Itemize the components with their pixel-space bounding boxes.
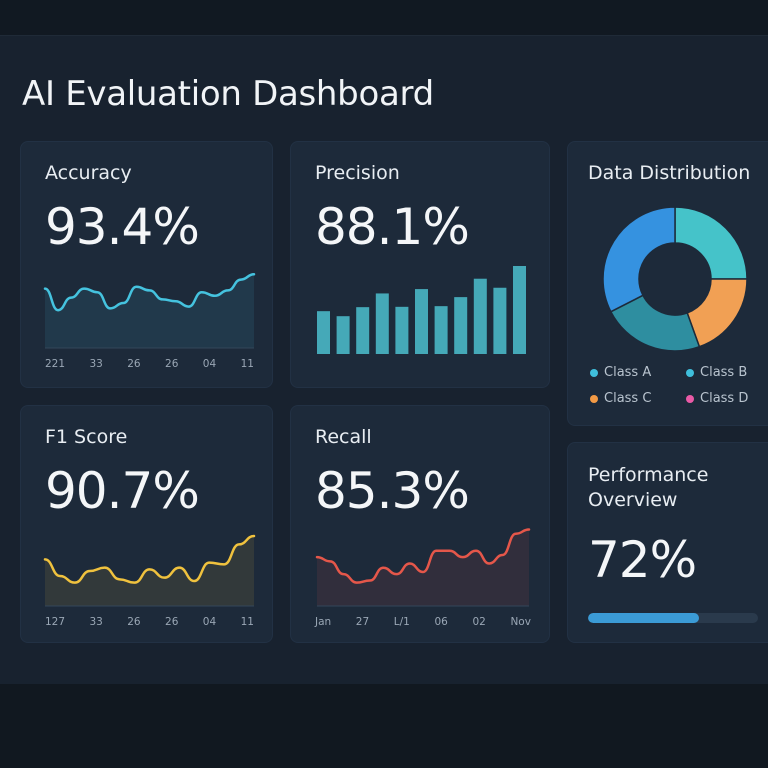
precision-bar-chart: [317, 266, 526, 354]
bar: [415, 289, 428, 354]
legend-label: Class A: [604, 365, 652, 380]
precision-card: Precision 88.1%: [290, 141, 550, 388]
legend-dot: [590, 368, 598, 377]
progress-fill: [588, 613, 699, 623]
tick-label: 11: [240, 616, 254, 628]
x-axis-ticks: 127 33 26 26 04 11: [45, 616, 254, 628]
legend-dot: [686, 368, 694, 377]
progress-bar: [588, 613, 758, 623]
card-title: Data Distribution: [588, 162, 751, 184]
area-fill: [45, 274, 254, 348]
tick-label: 33: [89, 358, 103, 370]
donut-slice: [674, 206, 748, 280]
bar: [434, 306, 448, 354]
card-value: 85.3%: [315, 462, 470, 520]
page-title: AI Evaluation Dashboard: [22, 74, 434, 114]
legend-label: Class C: [604, 391, 652, 406]
card-title: F1 Score: [45, 426, 128, 448]
donut-chart: [602, 206, 748, 352]
legend-item: Class B: [686, 365, 747, 380]
tick-label: 221: [45, 358, 66, 370]
legend-label: Class D: [700, 391, 749, 406]
bar: [473, 278, 487, 354]
tick-label: 06: [434, 616, 448, 628]
title-line: Overview: [588, 489, 678, 511]
tick-label: Nov: [510, 616, 531, 628]
tick-label: 26: [165, 358, 179, 370]
card-value: 72%: [588, 531, 697, 589]
card-title: Recall: [315, 426, 372, 448]
accuracy-card: Accuracy 93.4% 221 33 26 26 04 11: [20, 141, 273, 388]
tick-label: 04: [202, 616, 217, 628]
f1-score-card: F1 Score 90.7% 127 33 26 26 04 11: [20, 405, 273, 643]
series-line: [43, 272, 256, 312]
bottom-area: [0, 684, 768, 768]
area-fill: [317, 529, 529, 606]
performance-overview-card: Performance Overview 72%: [567, 442, 768, 643]
series-line: [43, 534, 256, 584]
area-fill: [45, 536, 254, 606]
recall-card: Recall 85.3% Jan 27 L/1 06 02 Nov: [290, 405, 550, 643]
bar: [513, 266, 526, 354]
top-bar: [0, 0, 768, 36]
accuracy-line-chart: [43, 272, 256, 349]
title-line: Performance: [588, 464, 709, 486]
card-title: Precision: [315, 162, 400, 184]
bar: [356, 307, 370, 354]
legend-dot: [590, 394, 598, 403]
tick-label: 27: [355, 616, 370, 628]
bar: [454, 297, 468, 354]
tick-label: L/1: [393, 616, 410, 628]
donut-slice: [602, 206, 676, 313]
series-line: [315, 528, 531, 584]
card-value: 88.1%: [315, 198, 470, 256]
x-axis-ticks: Jan 27 L/1 06 02 Nov: [315, 616, 531, 628]
card-value: 93.4%: [45, 198, 200, 256]
tick-label: 26: [165, 616, 179, 628]
recall-line-chart: [315, 528, 531, 607]
legend-dot: [686, 394, 694, 403]
tick-label: 26: [127, 616, 141, 628]
legend-item: Class C: [590, 391, 651, 406]
tick-label: 04: [202, 358, 217, 370]
x-axis-ticks: 221 33 26 26 04 11: [45, 358, 254, 370]
bar: [375, 293, 389, 354]
tick-label: Jan: [315, 616, 332, 628]
tick-label: 33: [89, 616, 103, 628]
card-title: Performance Overview: [588, 463, 708, 513]
legend-item: Class A: [590, 365, 651, 380]
legend-item: Class D: [686, 391, 748, 406]
bar: [317, 311, 330, 354]
tick-label: 26: [127, 358, 141, 370]
data-distribution-card: Data Distribution Class A Class B Class C C…: [567, 141, 768, 426]
legend-label: Class B: [700, 365, 748, 380]
tick-label: 127: [45, 616, 66, 628]
bar: [395, 306, 409, 354]
f1-line-chart: [43, 534, 256, 607]
bar: [336, 316, 350, 354]
tick-label: 02: [472, 616, 486, 628]
bar: [493, 287, 507, 354]
card-title: Accuracy: [45, 162, 132, 184]
card-value: 90.7%: [45, 462, 200, 520]
tick-label: 11: [240, 358, 254, 370]
